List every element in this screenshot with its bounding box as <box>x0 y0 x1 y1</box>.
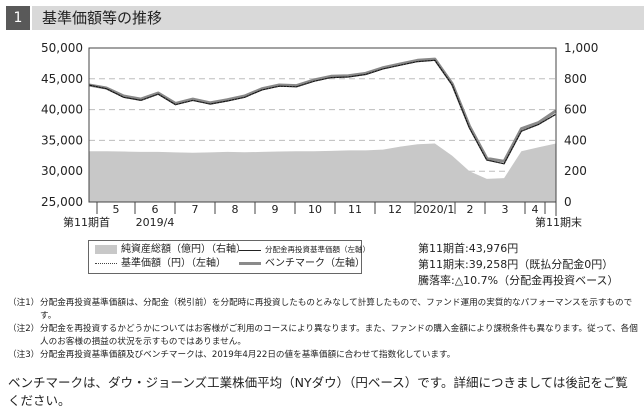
note-2: （注2） 分配金を再投資するかどうかについてはお客様がご利用のコースにより異なりま… <box>8 323 638 349</box>
x-tick-label: 10 <box>308 203 322 216</box>
x-period-end-label: 第11期末 <box>535 215 582 229</box>
stat-change: 騰落率:△10.7%（分配金再投資ベース） <box>418 274 619 287</box>
x-tick-label: 2020/1 <box>416 203 455 216</box>
benchmark-note: ベンチマークは、ダウ・ジョーンズ工業株価平均（NYダウ）（円ベース）です。詳細に… <box>8 375 628 408</box>
right-tick-label: 0 <box>564 195 572 209</box>
notes: （注1） 分配金再投資基準価額は、分配金（税引前）を分配時に再投資したものとみなし… <box>8 297 638 362</box>
note-2-text: 分配金を再投資するかどうかについてはお客様がご利用のコースにより異なります。また… <box>40 324 638 347</box>
stat-end: 第11期末:39,258円（既払分配金0円） <box>418 258 614 271</box>
x-tick-label: 12 <box>388 203 402 216</box>
stat-start: 第11期首:43,976円 <box>418 242 519 255</box>
left-tick-label: 25,000 <box>41 195 83 209</box>
reinvested-swatch <box>239 249 261 251</box>
legend-nav-label: 基準価額（円）（左軸） <box>121 258 226 269</box>
x-tick-label: 5 <box>113 203 120 216</box>
benchmark-swatch <box>239 261 261 265</box>
left-tick-label: 50,000 <box>41 41 83 55</box>
left-tick-label: 35,000 <box>41 133 83 147</box>
right-tick-label: 600 <box>564 103 587 117</box>
legend-net-assets: 純資産総額（億円）（右軸） <box>95 243 246 257</box>
legend-benchmark: ベンチマーク（左軸） <box>239 257 365 271</box>
x-tick-label: 4 <box>532 203 539 216</box>
period-stats: 第11期首:43,976円 第11期末:39,258円（既払分配金0円） 騰落率… <box>418 241 619 289</box>
right-tick-label: 400 <box>564 133 587 147</box>
x-tick-label: 6 <box>152 203 159 216</box>
note-3-mark: （注3） <box>8 350 40 360</box>
legend-nav: 基準価額（円）（左軸） <box>95 257 226 271</box>
x-year-label: 2019/4 <box>136 216 175 229</box>
note-2-mark: （注2） <box>8 324 40 334</box>
x-tick-label: 3 <box>502 203 509 216</box>
left-tick-label: 40,000 <box>41 103 83 117</box>
note-1-mark: （注1） <box>8 298 40 308</box>
right-tick-label: 1,000 <box>564 41 598 55</box>
section-title: 基準価額等の推移 <box>42 9 163 27</box>
x-tick-label: 8 <box>232 203 239 216</box>
price-chart: 50,000 45,000 40,000 35,000 30,000 25,000 1,00… <box>41 41 598 229</box>
nav-line <box>88 59 557 165</box>
note-3-text: 分配金再投資基準価額及びベンチマークは、2019年4月22日の値を基準価額に合わ… <box>40 350 456 360</box>
net-assets-area <box>89 143 556 202</box>
legend-reinvested: 分配金再投資基準価額（左軸） <box>239 243 370 257</box>
note-1: （注1） 分配金再投資基準価額は、分配金（税引前）を分配時に再投資したものとみなし… <box>8 297 638 323</box>
benchmark-line <box>88 57 557 163</box>
plot-frame <box>88 47 557 203</box>
net-assets-swatch <box>95 244 117 254</box>
section-header: 1 基準価額等の推移 <box>0 6 644 30</box>
legend-net-assets-label: 純資産総額（億円）（右軸） <box>121 244 246 255</box>
x-tick-label: 7 <box>192 203 199 216</box>
reinvested-nav-line <box>88 59 557 165</box>
x-tick-label: 9 <box>272 203 279 216</box>
chart-legend: 純資産総額（億円）（右軸） 基準価額（円）（左軸） 分配金再投資基準価額（左軸）… <box>88 240 370 274</box>
legend-reinvested-label: 分配金再投資基準価額（左軸） <box>265 245 370 254</box>
nav-swatch <box>95 262 117 264</box>
right-tick-label: 200 <box>564 164 587 178</box>
note-3: （注3） 分配金再投資基準価額及びベンチマークは、2019年4月22日の値を基準価… <box>8 349 638 362</box>
x-period-start-label: 第11期首 <box>63 215 110 229</box>
x-tick-label: 11 <box>348 203 362 216</box>
left-tick-label: 45,000 <box>41 72 83 86</box>
x-tick-label: 2 <box>467 203 474 216</box>
left-tick-label: 30,000 <box>41 164 83 178</box>
note-1-text: 分配金再投資基準価額は、分配金（税引前）を分配時に再投資したものとみなして計算し… <box>40 298 633 321</box>
right-tick-label: 800 <box>564 72 587 86</box>
section-number: 1 <box>6 6 30 30</box>
legend-benchmark-label: ベンチマーク（左軸） <box>265 258 365 269</box>
section-bar <box>32 6 644 30</box>
